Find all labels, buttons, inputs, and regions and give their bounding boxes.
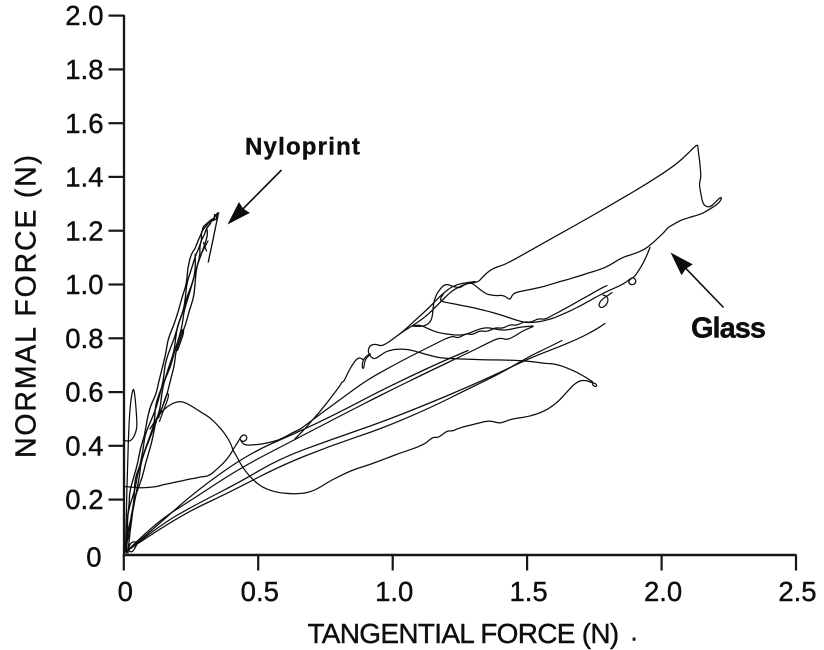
svg-text:2.0: 2.0 xyxy=(65,0,103,31)
svg-text:2.0: 2.0 xyxy=(644,576,682,607)
svg-text:1.0: 1.0 xyxy=(375,576,413,607)
svg-text:1.0: 1.0 xyxy=(65,269,103,300)
svg-text:1.2: 1.2 xyxy=(65,215,103,246)
svg-text:0: 0 xyxy=(86,542,101,573)
svg-text:2.5: 2.5 xyxy=(778,576,816,607)
svg-text:0.4: 0.4 xyxy=(65,430,103,461)
svg-text:.: . xyxy=(631,617,638,647)
svg-text:NORMAL FORCE (N): NORMAL FORCE (N) xyxy=(11,153,43,458)
svg-text:1.5: 1.5 xyxy=(509,576,547,607)
svg-text:0.8: 0.8 xyxy=(65,323,103,354)
svg-text:Nyloprint: Nyloprint xyxy=(245,134,361,161)
svg-text:1.6: 1.6 xyxy=(65,108,103,139)
svg-text:1.8: 1.8 xyxy=(65,54,103,85)
svg-text:TANGENTIAL FORCE (N): TANGENTIAL FORCE (N) xyxy=(307,618,618,649)
svg-text:0.6: 0.6 xyxy=(65,377,103,408)
svg-text:Glass: Glass xyxy=(691,313,765,345)
svg-text:1.4: 1.4 xyxy=(65,162,103,193)
svg-text:0.5: 0.5 xyxy=(241,576,279,607)
svg-text:0: 0 xyxy=(118,576,133,607)
svg-text:0.2: 0.2 xyxy=(65,484,103,515)
